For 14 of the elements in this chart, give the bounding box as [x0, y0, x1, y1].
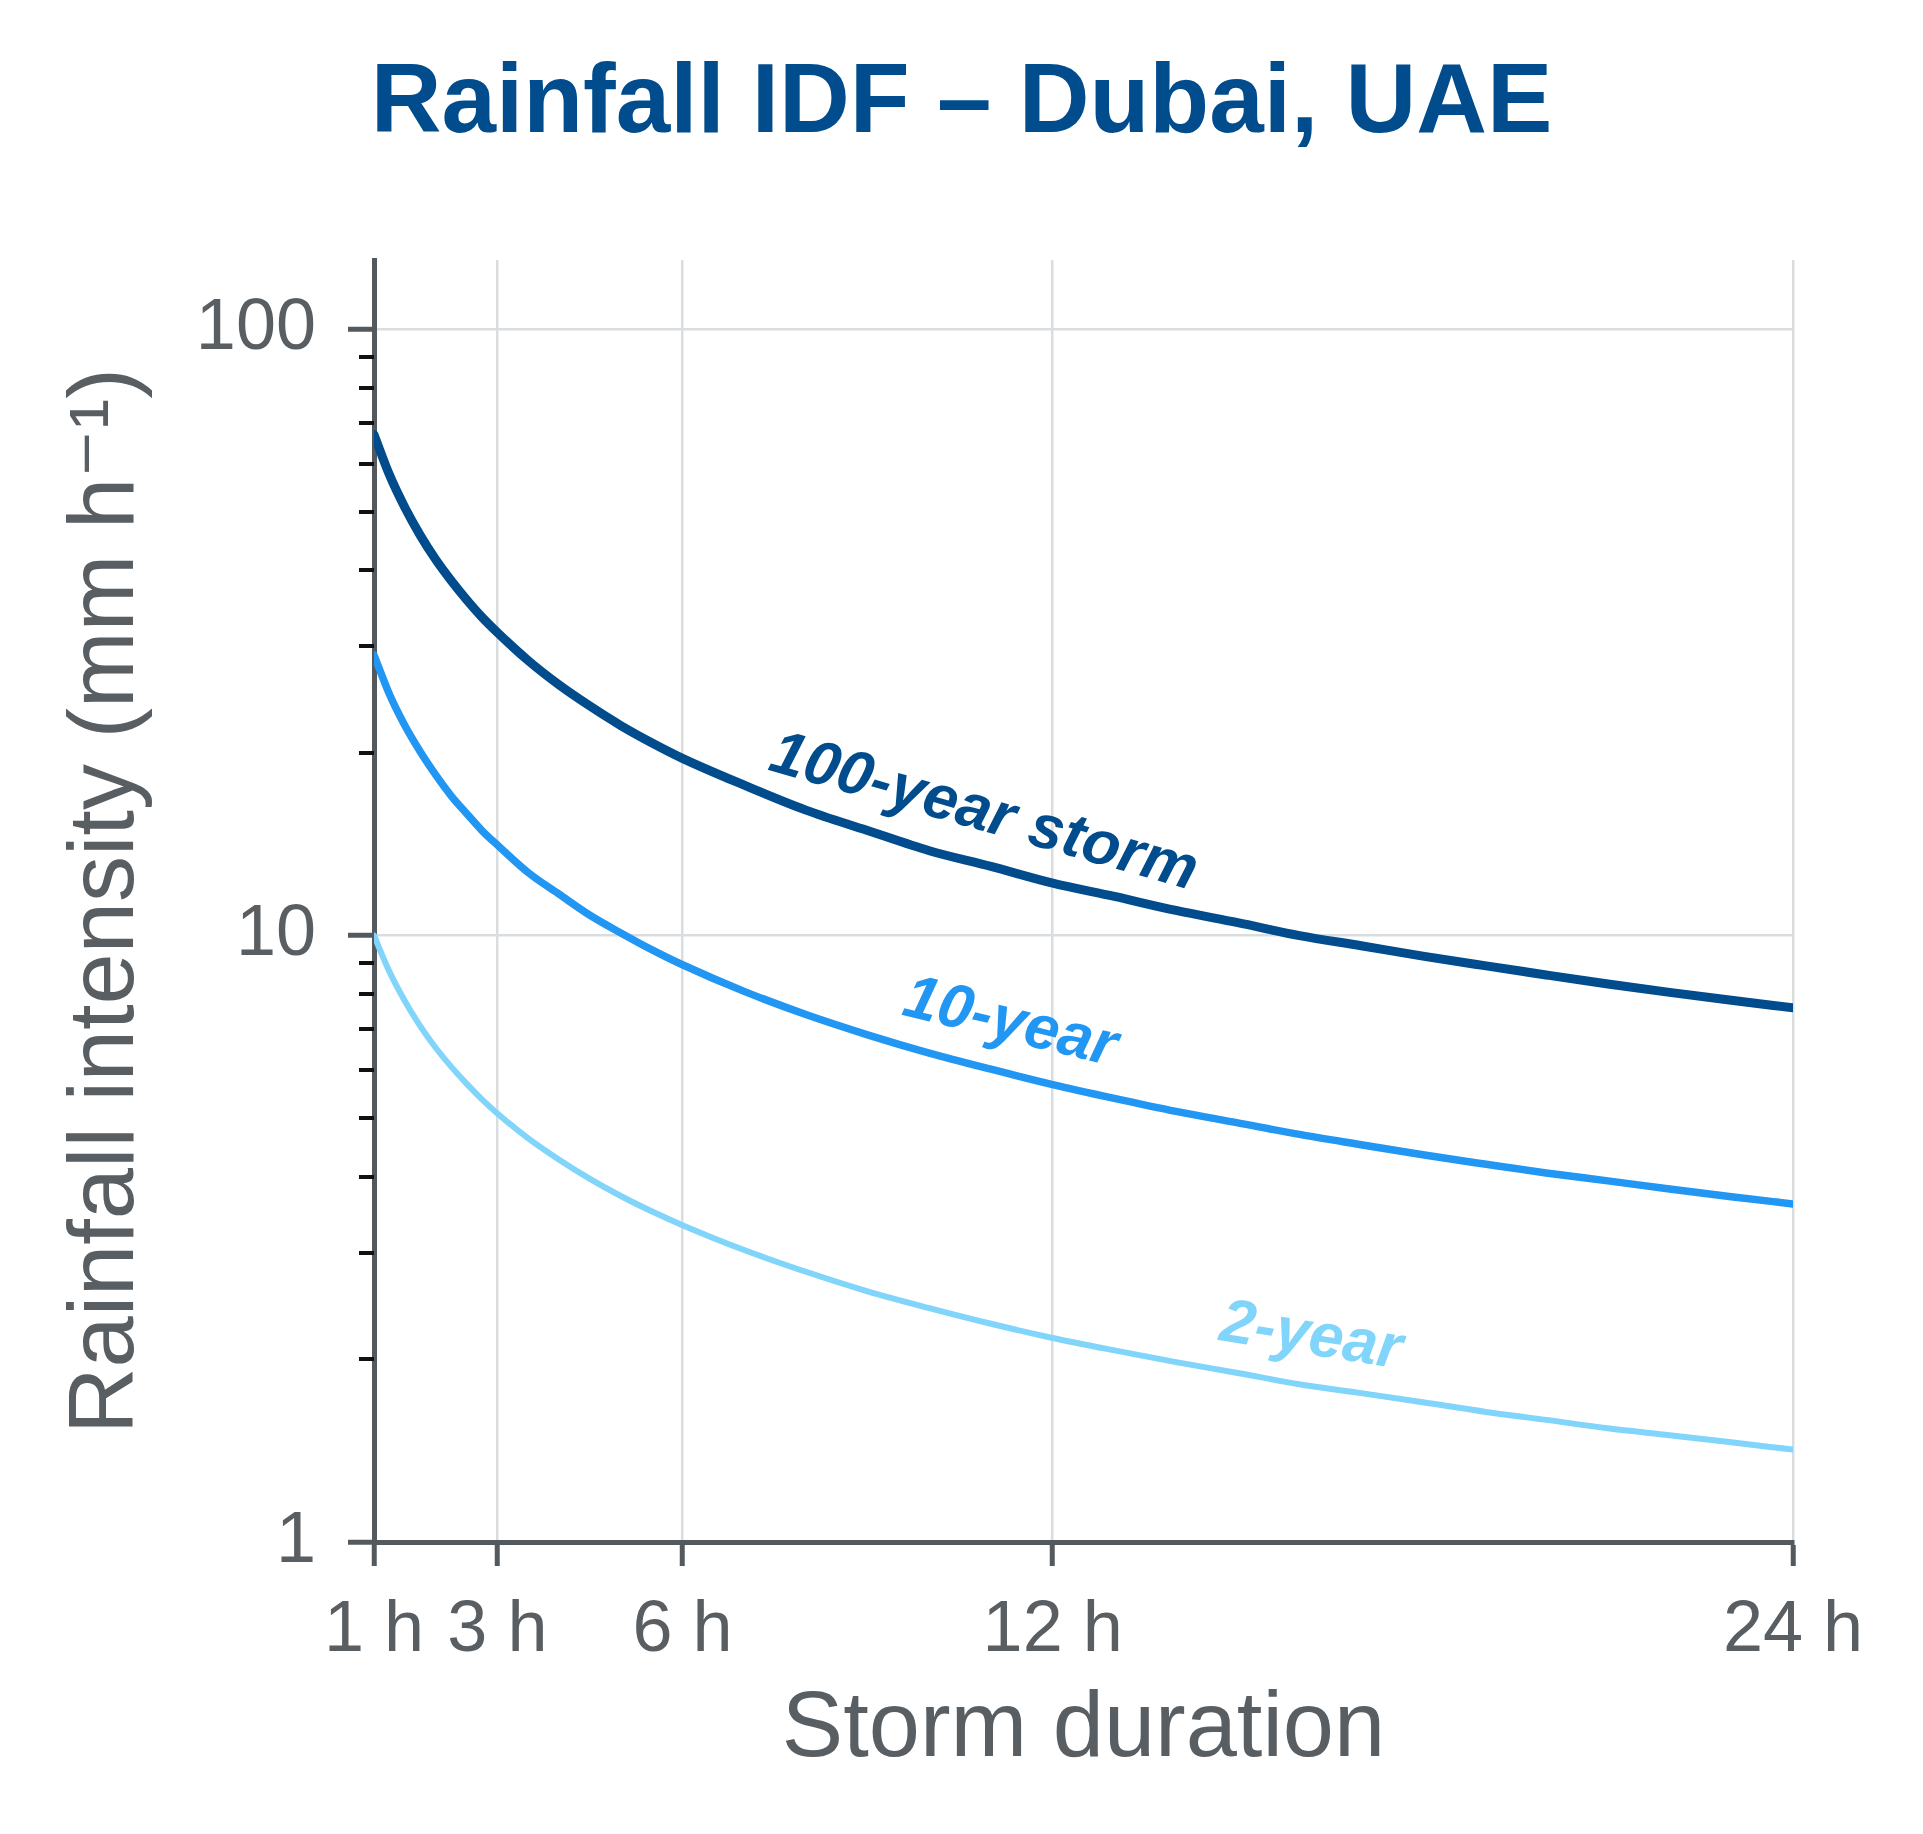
text: 2-year [1215, 1284, 1411, 1382]
chart-title: Rainfall IDF – Dubai, UAE [369, 43, 1554, 153]
text: 10-year [897, 960, 1128, 1080]
x-tick-label: 3 h [447, 1586, 548, 1667]
y-tick-label: 1 [275, 1496, 316, 1577]
y-tick-label: 100 [195, 283, 316, 364]
x-tick-label: 1 h [323, 1586, 425, 1667]
text: 100-year storm [763, 715, 1207, 903]
x-tick-label: 6 h [632, 1586, 733, 1667]
y-tick-label: 10 [235, 890, 316, 971]
x-tick-label: 12 h [982, 1586, 1123, 1667]
x-tick-label: 24 h [1722, 1586, 1864, 1667]
x-axis-title: Storm duration [781, 1673, 1386, 1776]
y-axis-title: Rainfall intensity (mm h⁻¹) [49, 368, 152, 1434]
